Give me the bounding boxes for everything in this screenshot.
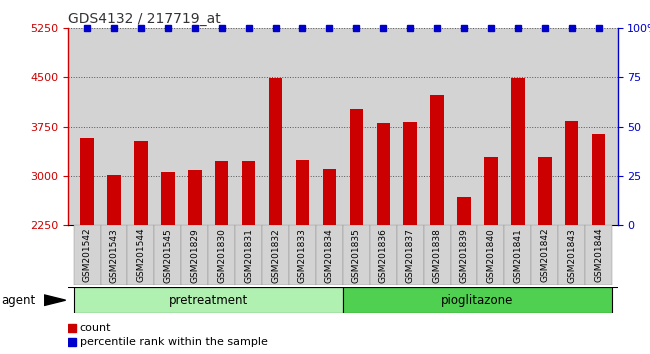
Bar (181, 225, 208, 285)
Bar (565, 121, 578, 354)
Bar (511, 78, 525, 354)
Bar (296, 160, 309, 354)
Bar (107, 175, 121, 354)
Text: count: count (79, 323, 111, 333)
Bar (376, 123, 390, 354)
Bar (134, 141, 148, 354)
Bar (592, 134, 605, 354)
Text: GSM201544: GSM201544 (136, 228, 146, 282)
Text: GSM201831: GSM201831 (244, 228, 253, 283)
Text: GSM201842: GSM201842 (540, 228, 549, 282)
Bar (269, 78, 282, 354)
Bar (215, 161, 228, 354)
Bar (504, 225, 531, 285)
Bar (322, 169, 336, 354)
Bar (155, 225, 181, 285)
Text: GSM201545: GSM201545 (163, 228, 172, 282)
Bar (262, 225, 289, 285)
Text: pioglitazone: pioglitazone (441, 293, 514, 307)
Text: percentile rank within the sample: percentile rank within the sample (79, 337, 268, 348)
Bar (585, 225, 612, 285)
Text: GSM201844: GSM201844 (594, 228, 603, 282)
Bar (316, 225, 343, 285)
Bar (478, 225, 504, 285)
Bar (289, 225, 316, 285)
Bar (188, 170, 202, 354)
Bar (458, 196, 471, 354)
Bar (450, 225, 478, 285)
Text: GSM201838: GSM201838 (433, 228, 441, 283)
Text: GSM201542: GSM201542 (83, 228, 92, 282)
Bar (208, 225, 235, 285)
Text: GDS4132 / 217719_at: GDS4132 / 217719_at (68, 12, 221, 26)
Bar (343, 287, 612, 313)
Bar (538, 157, 552, 354)
Polygon shape (44, 295, 66, 306)
Bar (101, 225, 127, 285)
Bar (73, 225, 101, 285)
Text: pretreatment: pretreatment (168, 293, 248, 307)
Bar (235, 225, 262, 285)
Text: GSM201832: GSM201832 (271, 228, 280, 282)
Bar (430, 95, 444, 354)
Text: GSM201829: GSM201829 (190, 228, 200, 282)
Text: GSM201843: GSM201843 (567, 228, 577, 282)
Text: GSM201841: GSM201841 (514, 228, 523, 282)
Bar (370, 225, 396, 285)
Text: GSM201834: GSM201834 (325, 228, 334, 282)
Bar (343, 225, 370, 285)
Bar (242, 161, 255, 354)
Bar (558, 225, 585, 285)
Bar (161, 172, 175, 354)
Text: GSM201833: GSM201833 (298, 228, 307, 283)
Text: GSM201837: GSM201837 (406, 228, 415, 283)
Text: GSM201836: GSM201836 (379, 228, 388, 283)
Bar (73, 287, 343, 313)
Bar (404, 122, 417, 354)
Bar (127, 225, 155, 285)
Bar (396, 225, 424, 285)
Text: agent: agent (1, 294, 36, 307)
Bar (81, 138, 94, 354)
Text: GSM201840: GSM201840 (486, 228, 495, 282)
Text: GSM201543: GSM201543 (109, 228, 118, 282)
Bar (484, 157, 498, 354)
Bar (350, 109, 363, 354)
Text: GSM201835: GSM201835 (352, 228, 361, 283)
Bar (531, 225, 558, 285)
Bar (424, 225, 450, 285)
Text: GSM201830: GSM201830 (217, 228, 226, 283)
Text: GSM201839: GSM201839 (460, 228, 469, 283)
